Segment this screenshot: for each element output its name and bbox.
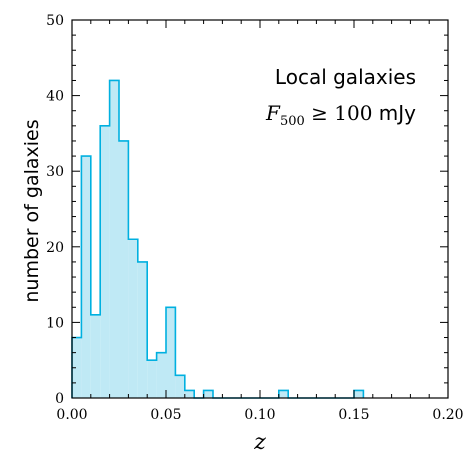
histogram-bar: [175, 375, 185, 398]
x-tick-label: 0.10: [244, 407, 275, 423]
flux-subscript: 500: [280, 114, 305, 129]
histogram-bar: [128, 239, 138, 398]
x-axis-label: z: [253, 430, 266, 455]
y-axis-label: number of galaxies: [21, 119, 43, 302]
histogram-bar: [166, 307, 176, 398]
annotation-title: Local galaxies: [275, 65, 416, 89]
histogram-bar: [354, 390, 364, 398]
y-tick-label: 0: [55, 391, 64, 407]
x-tick-label: 0.00: [56, 407, 87, 423]
histogram-bar: [147, 360, 157, 398]
y-tick-label: 20: [46, 240, 64, 256]
histogram-bar: [100, 125, 110, 398]
y-tick-label: 40: [46, 89, 64, 105]
histogram-bar: [156, 352, 166, 398]
x-tick-label: 0.20: [432, 407, 463, 423]
histogram-bar: [137, 261, 148, 398]
flux-unit: mJy: [379, 101, 416, 125]
histogram-bar: [109, 80, 119, 398]
x-tick-label: 0.05: [150, 407, 181, 423]
flux-variable: F: [265, 101, 281, 125]
histogram-bar: [81, 156, 91, 398]
histogram-bar: [119, 140, 129, 398]
y-tick-label: 50: [46, 13, 64, 29]
histogram-bars: [71, 79, 365, 399]
histogram-bar: [203, 390, 213, 398]
histogram-bar: [90, 314, 101, 398]
flux-relation: ≥ 100: [305, 101, 379, 125]
annotation-flux-cut: F500 ≥ 100 mJy: [265, 101, 416, 129]
axis-ticks: 0.00 0.05 0.10 0.15 0.20 0 10 20 30 40 50: [46, 13, 463, 423]
histogram-bar: [184, 390, 195, 398]
x-tick-label: 0.15: [338, 407, 369, 423]
histogram-bar: [72, 337, 82, 398]
y-tick-label: 10: [46, 315, 64, 331]
y-tick-label: 30: [46, 164, 64, 180]
histogram-bar: [278, 390, 289, 398]
